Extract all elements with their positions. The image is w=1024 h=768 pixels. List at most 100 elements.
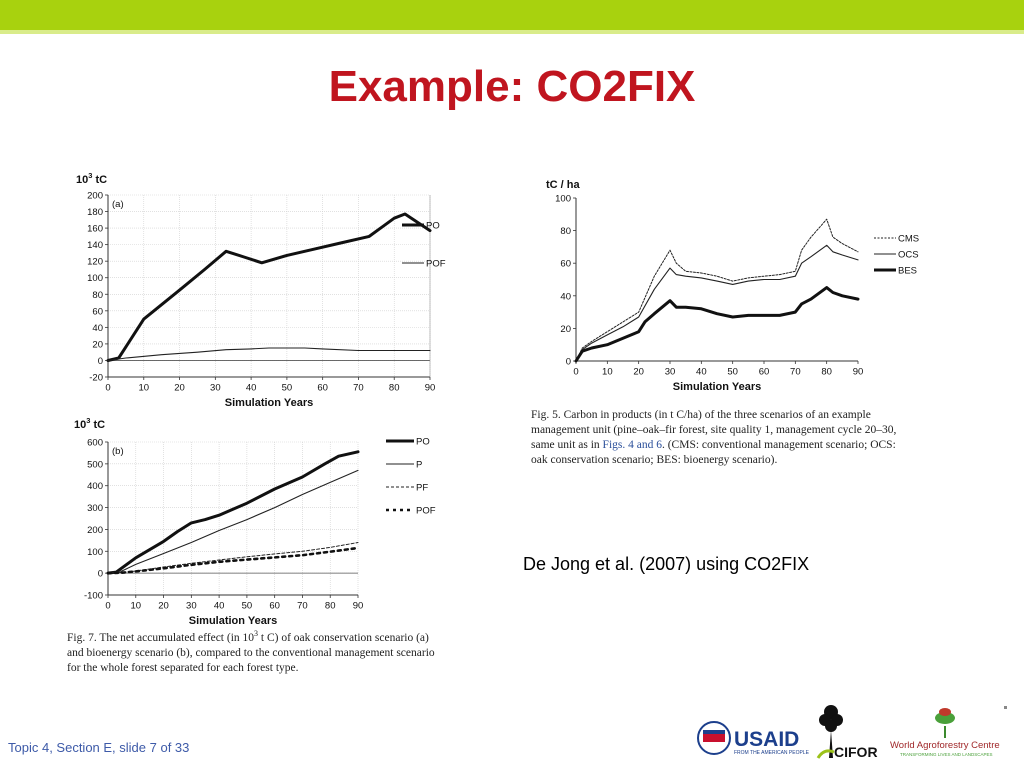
panel-label: (b) — [112, 446, 124, 457]
y-tick-label: 20 — [92, 339, 103, 350]
caption-fig5: Fig. 5. Carbon in products (in t C/ha) o… — [531, 408, 961, 468]
x-tick-label: 0 — [105, 383, 110, 394]
legend-label-bes: BES — [898, 266, 917, 277]
usaid-seal-band — [703, 730, 725, 734]
legend-label-pof: POF — [426, 259, 446, 270]
y-tick-label: 400 — [87, 481, 103, 492]
legend-label-ocs: OCS — [898, 250, 919, 261]
chart-fig5: 0 20 40 60 80 100 0 10 20 30 40 50 60 70 80 90 Simulatio… — [546, 179, 919, 393]
legend-label-pf: PF — [416, 483, 428, 494]
series-line-pof — [106, 546, 360, 575]
series-line-ocs — [575, 244, 859, 362]
x-tick-label: 40 — [246, 383, 257, 394]
y-tick-label: -100 — [84, 591, 103, 602]
x-tick-label: 50 — [727, 367, 738, 378]
top-accent-bar — [0, 0, 1024, 30]
x-tick-label: 40 — [214, 601, 225, 612]
caption-fig7-line: for the whole forest separated for each … — [67, 661, 299, 674]
x-tick-label: 10 — [130, 601, 141, 612]
y-unit-label: 103 tC — [76, 171, 107, 186]
x-tick-label: 20 — [633, 367, 644, 378]
series-line-bes — [574, 286, 860, 363]
icraf-tree-trunk — [944, 726, 946, 738]
y-tick-label: 160 — [87, 224, 103, 235]
icraf-tree-top — [939, 708, 951, 716]
y-tick-label: 80 — [560, 226, 571, 237]
caption-fig5-line: management unit (pine–oak–fir forest, si… — [531, 424, 897, 436]
cifor-logo: CIFOR — [816, 705, 878, 760]
legend-label-cms: CMS — [898, 234, 919, 245]
y-tick-label: 0 — [98, 569, 103, 580]
series-line-cms — [575, 218, 859, 362]
y-tick-label: 60 — [560, 259, 571, 270]
x-tick-label: 0 — [105, 601, 110, 612]
x-axis-label: Simulation Years — [673, 381, 761, 393]
cifor-tree-trunk — [829, 730, 833, 758]
x-tick-label: 70 — [790, 367, 801, 378]
y-unit-label: 103 tC — [74, 416, 105, 431]
y-tick-label: 200 — [87, 525, 103, 536]
y-tick-label: 60 — [92, 306, 103, 317]
x-tick-label: 30 — [186, 601, 197, 612]
usaid-logo: USAID FROM THE AMERICAN PEOPLE — [697, 721, 810, 756]
partner-logos: USAID FROM THE AMERICAN PEOPLE CIFOR Wor… — [697, 705, 1000, 760]
x-axis-label: Simulation Years — [189, 615, 277, 627]
y-tick-label: 200 — [87, 191, 103, 202]
y-tick-label: 600 — [87, 438, 103, 449]
caption-fig7-line: Fig. 7. The net accumulated effect (in 1… — [67, 629, 429, 644]
icraf-logo: World Agroforestry Centre TRANSFORMING L… — [890, 708, 1000, 757]
y-tick-label: 180 — [87, 207, 103, 218]
x-tick-label: 90 — [353, 601, 364, 612]
caption-fig5-line: same unit as in Figs. 4 and 6. (CMS: con… — [531, 439, 896, 451]
x-tick-label: 90 — [853, 367, 864, 378]
y-tick-label: 80 — [92, 290, 103, 301]
series-line-pof — [107, 347, 431, 362]
y-tick-label: 500 — [87, 459, 103, 470]
x-tick-label: 10 — [138, 383, 149, 394]
slide-footer: Topic 4, Section E, slide 7 of 33 — [8, 740, 190, 755]
y-unit-label: tC / ha — [546, 179, 580, 191]
usaid-wordmark: USAID — [734, 728, 799, 751]
caption-fig7: Fig. 7. The net accumulated effect (in 1… — [67, 626, 467, 676]
y-tick-label: 120 — [87, 257, 103, 268]
series-line-p — [107, 469, 359, 574]
x-tick-label: 30 — [210, 383, 221, 394]
legend-label-po: PO — [416, 437, 430, 448]
x-tick-label: 60 — [317, 383, 328, 394]
slide-title: Example: CO2FIX — [328, 62, 696, 111]
series-line-po — [106, 450, 360, 575]
icraf-wordmark: World Agroforestry Centre — [890, 740, 1000, 751]
x-axis-label: Simulation Years — [225, 397, 313, 409]
x-tick-label: 40 — [696, 367, 707, 378]
top-accent-line — [0, 30, 1024, 34]
x-tick-label: 50 — [282, 383, 293, 394]
legend-label-pof: POF — [416, 506, 436, 517]
x-tick-label: 80 — [325, 601, 336, 612]
caption-fig7-line: and bioenergy scenario (b), compared to … — [67, 646, 435, 659]
legend-label-po: PO — [426, 221, 440, 232]
icraf-tagline: TRANSFORMING LIVES AND LANDSCAPES — [900, 752, 993, 757]
y-tick-label: -20 — [89, 373, 103, 384]
x-tick-label: 90 — [425, 383, 436, 394]
x-tick-label: 70 — [297, 601, 308, 612]
x-tick-label: 20 — [158, 601, 169, 612]
x-tick-label: 60 — [269, 601, 280, 612]
panel-label: (a) — [112, 199, 124, 210]
x-tick-label: 50 — [242, 601, 253, 612]
y-tick-label: 100 — [87, 547, 103, 558]
citation-text: De Jong et al. (2007) using CO2FIX — [523, 554, 810, 574]
y-tick-label: 20 — [560, 324, 571, 335]
y-tick-label: 40 — [560, 291, 571, 302]
icraf-tree-icon — [935, 712, 955, 724]
x-tick-label: 0 — [573, 367, 578, 378]
cifor-leaf-swoosh — [816, 749, 835, 759]
usaid-seal-stripe — [703, 734, 725, 742]
y-tick-label: 0 — [98, 356, 103, 367]
x-tick-label: 80 — [389, 383, 400, 394]
x-tick-label: 60 — [759, 367, 770, 378]
legend-label-p: P — [416, 460, 422, 471]
x-tick-label: 70 — [353, 383, 364, 394]
x-tick-label: 20 — [174, 383, 185, 394]
